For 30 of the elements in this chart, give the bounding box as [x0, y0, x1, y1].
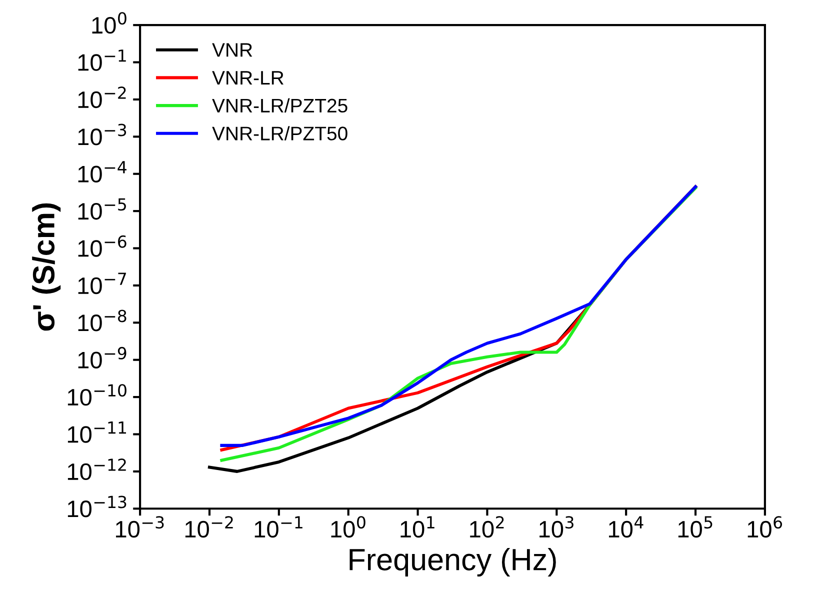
y-tick-label: 10$^{0}$: [92, 12, 126, 34]
x-tick-label: 10$^{−3}$: [116, 516, 164, 538]
y-tick-label: 10$^{−6}$: [78, 235, 126, 257]
x-tick-label: 10$^{0}$: [331, 516, 366, 538]
y-tick-label: 10$^{−13}$: [68, 496, 126, 518]
x-axis-title: Frequency (Hz): [350, 548, 556, 576]
y-tick-label: 10$^{−1}$: [78, 50, 126, 71]
y-tick-label: 10$^{−12}$: [68, 458, 126, 480]
y-tick-label: 10$^{−5}$: [78, 198, 126, 220]
y-tick-label: 10$^{−10}$: [68, 384, 126, 406]
x-tick-label: 10$^{6}$: [748, 516, 782, 538]
x-tick-label: 10$^{−2}$: [185, 516, 233, 538]
y-tick-label: 10$^{−4}$: [78, 161, 126, 182]
y-axis-title: σ' (S/cm): [32, 203, 61, 331]
legend-label: VNR-LR: [212, 71, 284, 85]
legend-label: VNR-LR/PZT50: [212, 126, 348, 140]
y-tick-label: 10$^{−8}$: [78, 310, 126, 332]
x-tick-label: 10$^{1}$: [400, 516, 434, 538]
x-tick-label: 10$^{3}$: [540, 516, 574, 538]
y-tick-label: 10$^{−7}$: [78, 272, 126, 294]
y-tick-label: 10$^{−9}$: [78, 346, 126, 368]
legend-label: VNR: [212, 43, 252, 57]
y-tick-label: 10$^{−3}$: [78, 124, 126, 146]
x-tick-label: 10$^{4}$: [608, 516, 644, 538]
x-tick-label: 10$^{5}$: [678, 516, 712, 538]
x-tick-label: 10$^{−1}$: [254, 516, 302, 538]
legend-label: VNR-LR/PZT25: [212, 98, 348, 113]
y-tick-label: 10$^{−11}$: [68, 422, 126, 443]
x-tick-label: 10$^{2}$: [470, 516, 504, 538]
y-tick-label: 10$^{−2}$: [78, 86, 126, 108]
